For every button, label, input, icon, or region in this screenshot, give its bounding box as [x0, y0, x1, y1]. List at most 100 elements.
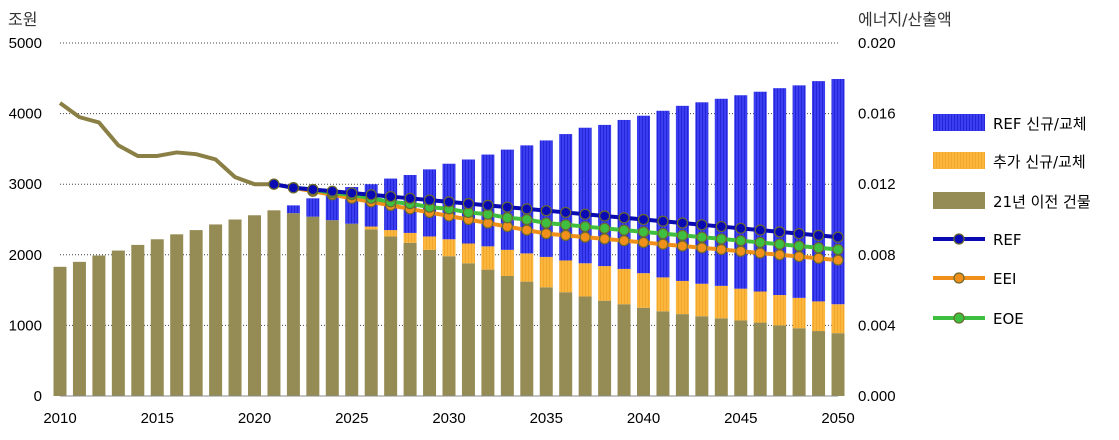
point-eoe-2048: [793, 240, 805, 252]
bar-ref-2048: [792, 85, 806, 298]
bar-additional-2029: [423, 236, 437, 250]
point-ref-2044: [715, 220, 727, 233]
bar-existing-2017: [189, 230, 203, 396]
y-left-unit-label: 조원: [8, 10, 37, 29]
point-ref-2028: [404, 192, 416, 204]
bar-existing-2033: [500, 275, 514, 396]
point-eei-2035: [540, 228, 552, 240]
point-ref-2027: [385, 190, 397, 203]
point-eoe-2036: [560, 219, 572, 231]
bar-additional-2035: [539, 256, 553, 288]
point-ref-2034: [521, 203, 533, 215]
bar-ref-2041: [656, 110, 670, 278]
bar-existing-2041: [656, 311, 670, 396]
point-ref-2039: [618, 212, 630, 224]
bar-ref-2023: [306, 198, 320, 217]
point-eei-2040: [637, 236, 650, 249]
point-eoe-2049: [812, 242, 825, 254]
point-eei-2039: [618, 235, 630, 247]
y-left-tick-label: 5000: [9, 35, 42, 52]
point-ref-2025: [346, 187, 358, 199]
bar-additional-2034: [520, 253, 534, 282]
point-eei-2044: [715, 243, 727, 256]
bar-additional-2048: [792, 297, 806, 329]
point-ref-2041: [657, 215, 669, 227]
point-ref-2050: [832, 231, 844, 243]
point-eei-2034: [521, 224, 533, 236]
point-eei-2048: [793, 250, 805, 263]
bar-additional-2030: [442, 239, 456, 257]
y-right-tick-label: 0.020: [858, 35, 896, 52]
point-eoe-2033: [501, 212, 513, 224]
bar-additional-2028: [403, 232, 417, 243]
bar-existing-2027: [384, 236, 398, 396]
point-ref-2032: [482, 199, 494, 211]
bar-additional-2027: [384, 230, 398, 237]
point-eei-2042: [676, 240, 689, 252]
bar-additional-2039: [617, 268, 631, 305]
point-eoe-2038: [598, 222, 611, 234]
bar-existing-2038: [598, 300, 612, 396]
x-tick-label: 2025: [335, 410, 368, 427]
x-tick-label: 2050: [821, 410, 854, 427]
point-ref-2036: [560, 206, 572, 219]
bar-existing-2016: [170, 234, 184, 396]
point-eoe-2039: [618, 224, 630, 236]
bar-additional-2046: [753, 291, 767, 323]
bar-existing-2028: [403, 242, 417, 396]
point-ref-2024: [326, 185, 338, 197]
point-eoe-2037: [579, 220, 591, 233]
point-ref-2037: [579, 208, 591, 220]
legend-marker: [953, 233, 965, 245]
bar-additional-2049: [812, 301, 826, 332]
point-ref-2031: [462, 198, 475, 210]
axis-labels: 0 1000 2000 3000 4000 5000 0.000 0.004 0.008 0.01…: [9, 35, 896, 427]
x-tick-label: 2035: [530, 410, 563, 427]
x-tick-label: 2010: [43, 410, 76, 427]
x-tick-label: 2020: [238, 410, 271, 427]
y-left-tick-label: 3000: [9, 176, 42, 193]
bar-ref-2043: [695, 102, 709, 284]
point-eoe-2040: [637, 226, 650, 238]
y-right-tick-label: 0.004: [858, 317, 896, 334]
bar-additional-2050: [831, 304, 845, 334]
x-tick-label: 2045: [724, 410, 757, 427]
point-ref-2048: [793, 228, 805, 240]
bar-existing-2045: [734, 320, 748, 396]
point-eei-2047: [774, 249, 786, 261]
bar-existing-2046: [753, 322, 767, 396]
legend-label: EEI: [993, 270, 1016, 288]
point-ref-2042: [676, 217, 689, 229]
bar-existing-2023: [306, 216, 320, 396]
bar-additional-2031: [461, 243, 475, 264]
y-right-tick-label: 0.000: [858, 388, 896, 405]
y-left-tick-label: 0: [34, 388, 42, 405]
bar-additional-2043: [695, 283, 709, 317]
point-eei-2041: [657, 238, 669, 250]
bar-existing-2032: [481, 269, 495, 396]
bar-existing-2020: [248, 215, 261, 396]
point-ref-2029: [423, 194, 436, 206]
bar-existing-2011: [72, 261, 86, 396]
legend-swatch: [933, 152, 985, 169]
point-eoe-2043: [696, 231, 708, 243]
bar-additional-2032: [481, 246, 495, 270]
legend-label: REF: [993, 231, 1022, 249]
bar-additional-2041: [656, 277, 670, 312]
point-eoe-2047: [774, 238, 786, 250]
point-ref-2040: [637, 213, 650, 226]
point-eoe-2046: [754, 236, 766, 249]
legend-marker: [953, 312, 965, 324]
x-tick-label: 2030: [432, 410, 465, 427]
point-eei-2050: [832, 254, 844, 266]
bar-existing-2019: [228, 219, 242, 396]
point-ref-2021: [268, 178, 280, 190]
point-eoe-2045: [735, 235, 747, 247]
legend-label: EOE: [993, 310, 1024, 328]
bar-ref-2050: [831, 79, 845, 305]
bar-additional-2040: [637, 273, 650, 308]
bar-ref-2038: [598, 124, 612, 267]
point-ref-2045: [735, 222, 747, 234]
bar-existing-2036: [559, 292, 573, 396]
